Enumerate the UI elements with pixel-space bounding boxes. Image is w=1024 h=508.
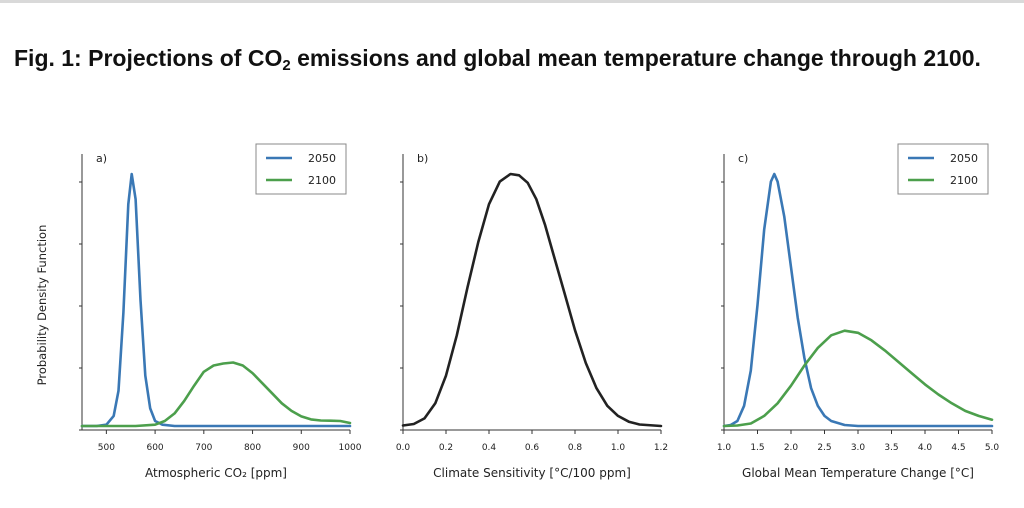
panel-3-series-2100-line (722, 329, 994, 428)
panel-1-x-axis-label: Atmospheric CO₂ [ppm] (145, 466, 287, 480)
panel-1-x-tick-label: 500 (98, 443, 115, 453)
figure-title-prefix: Fig. 1: Projections of CO (14, 45, 283, 71)
top-divider (0, 0, 1024, 3)
panel-1-legend-label-2100: 2100 (308, 174, 336, 187)
panel-2-x-tick-label: 0.8 (568, 443, 583, 453)
panel-3-x-tick-label: 2.5 (817, 443, 831, 453)
panel-2-x-tick-label: 0.2 (439, 443, 453, 453)
panel-3-legend-label-2100: 2100 (950, 174, 978, 187)
panel-3-x-axis-label: Global Mean Temperature Change [°C] (742, 466, 974, 480)
panel-2-x-tick-label: 0.4 (482, 443, 497, 453)
panel-3-series-2050-line (722, 172, 994, 428)
panel-3-x-tick-label: 4.5 (951, 443, 965, 453)
figure-title-suffix: emissions and global mean temperature ch… (290, 45, 981, 71)
panel-3-x-tick-label: 1.5 (750, 443, 764, 453)
panel-3-x-tick-label: 1.0 (717, 443, 732, 453)
panel-1-y-axis-label: Probability Density Function (35, 225, 49, 386)
panel-2-tag: b) (417, 152, 428, 165)
panel-1-x-tick-label: 900 (293, 443, 310, 453)
panel-3-tag: c) (738, 152, 748, 165)
figure-title: Fig. 1: Projections of CO2 emissions and… (14, 36, 1014, 80)
panel-1-x-tick-label: 1000 (339, 443, 362, 453)
panel-3-x-tick-label: 3.5 (884, 443, 898, 453)
panel-3-x-tick-label: 3.0 (851, 443, 866, 453)
panel-2-x-tick-label: 0.6 (525, 443, 540, 453)
panel-1-legend-box (255, 143, 347, 195)
panel-1-x-tick-label: 600 (146, 443, 163, 453)
panel-2-x-tick-label: 1.0 (611, 443, 626, 453)
panel-1-x-tick-label: 800 (244, 443, 261, 453)
panel-2-x-tick-label: 1.2 (654, 443, 668, 453)
panel-1-series-2100-line (80, 361, 352, 428)
panel-1-series-2050-line (80, 172, 352, 428)
panel-3-legend-label-2050: 2050 (950, 152, 978, 165)
panel-2-x-axis-label: Climate Sensitivity [°C/100 ppm] (433, 466, 631, 480)
panel-2-x-tick-label: 0.0 (396, 443, 411, 453)
panel-3-x-tick-label: 5.0 (985, 443, 1000, 453)
panel-3-legend-box (897, 143, 989, 195)
panel-3-x-tick-label: 4.0 (918, 443, 933, 453)
panel-3-x-tick-label: 2.0 (784, 443, 799, 453)
figure-panels: 500 600 700 800 900 1000 Atmospheric CO₂ [ppm]… (35, 143, 1000, 480)
panel-1-x-tick-label: 700 (195, 443, 212, 453)
figure-title-subscript: 2 (282, 57, 291, 74)
panel-1-legend-label-2050: 2050 (308, 152, 336, 165)
panel-2-series-curve-line (401, 172, 663, 428)
panel-1-tag: a) (96, 152, 107, 165)
